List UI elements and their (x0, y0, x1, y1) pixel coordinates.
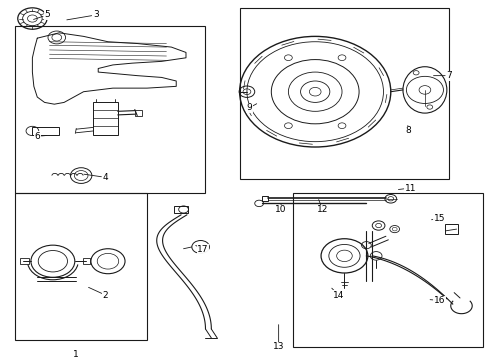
Bar (262, 195, 267, 201)
Text: 12: 12 (316, 205, 327, 214)
Bar (293, 193, 483, 347)
Text: 16: 16 (433, 296, 445, 305)
Text: 10: 10 (275, 205, 286, 214)
Text: 11: 11 (404, 184, 415, 193)
Text: 1: 1 (73, 350, 79, 359)
Text: 5: 5 (44, 10, 50, 19)
Bar (32, 127, 59, 135)
Bar (445, 224, 457, 234)
Text: 3: 3 (93, 10, 99, 19)
Text: 2: 2 (102, 291, 108, 300)
Text: 9: 9 (246, 103, 252, 112)
Text: 17: 17 (197, 245, 208, 254)
Text: 14: 14 (332, 291, 344, 300)
Bar (20, 258, 29, 264)
Text: 6: 6 (34, 132, 40, 141)
Text: 7: 7 (446, 71, 451, 80)
Bar (82, 258, 90, 264)
Bar (93, 102, 118, 135)
Bar (173, 206, 188, 213)
Bar (239, 8, 448, 179)
Text: 13: 13 (272, 342, 284, 351)
Bar (135, 110, 142, 116)
Text: 15: 15 (433, 214, 445, 223)
Text: 8: 8 (404, 126, 410, 135)
Text: 4: 4 (102, 173, 108, 182)
Bar (15, 26, 205, 193)
Bar (15, 193, 147, 340)
